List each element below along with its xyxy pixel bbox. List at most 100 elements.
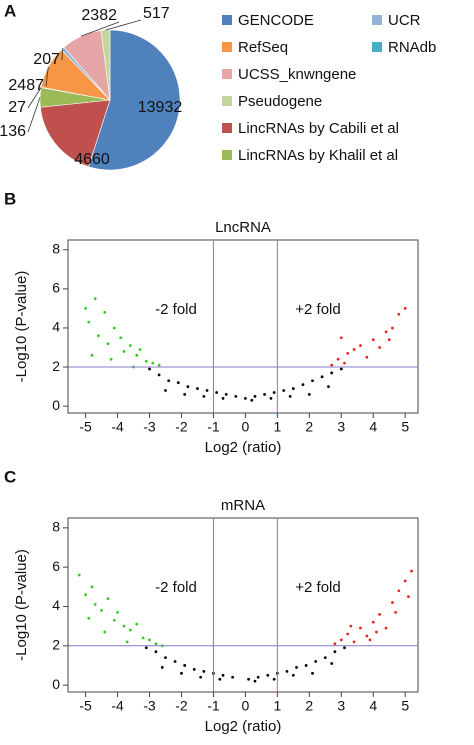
data-point: [176, 381, 180, 385]
x-tick-label: 5: [401, 419, 409, 435]
y-tick-label: 8: [52, 519, 60, 535]
data-point: [403, 579, 407, 583]
data-point: [307, 393, 311, 396]
data-point: [304, 664, 308, 667]
data-point: [349, 624, 353, 628]
x-tick-label: 4: [369, 419, 377, 435]
data-point: [391, 601, 394, 604]
x-tick-label: 3: [337, 419, 345, 435]
data-point: [87, 616, 91, 620]
annotation: -2 fold: [155, 301, 197, 318]
y-tick-label: 4: [52, 319, 60, 335]
data-point: [311, 671, 314, 675]
data-point: [77, 573, 81, 577]
data-point: [122, 624, 126, 628]
pie-slice: [40, 99, 111, 168]
y-tick-label: 2: [52, 358, 60, 374]
x-tick-label: -4: [111, 419, 124, 435]
x-tick-label: 5: [401, 698, 409, 714]
data-point: [301, 383, 305, 387]
data-point: [202, 669, 206, 673]
legend-swatch: [372, 42, 382, 52]
legend-swatch: [222, 96, 232, 106]
data-point: [333, 650, 337, 654]
data-point: [365, 355, 369, 359]
x-tick-label: 1: [273, 419, 281, 435]
data-point: [196, 387, 199, 390]
data-point: [368, 638, 372, 642]
data-point: [144, 646, 148, 650]
legend-label: Pseudogene: [238, 93, 322, 110]
data-point: [407, 595, 410, 599]
chart-title: LncRNA: [215, 219, 271, 236]
x-tick-label: -5: [79, 698, 92, 714]
x-tick-label: 4: [369, 698, 377, 714]
data-point: [112, 326, 116, 330]
y-tick-label: 4: [52, 597, 60, 613]
data-point: [221, 396, 225, 400]
data-label: 27: [8, 99, 26, 116]
data-point: [84, 593, 87, 597]
data-point: [199, 675, 203, 679]
data-point: [218, 677, 222, 681]
data-point: [215, 391, 219, 394]
y-tick-label: 0: [52, 397, 60, 413]
data-point: [180, 671, 183, 675]
y-axis-label: -Log10 (P-value): [13, 549, 30, 661]
x-axis-label: Log2 (ratio): [205, 439, 282, 456]
data-point: [330, 371, 334, 375]
data-point: [128, 344, 132, 347]
data-point: [285, 669, 289, 673]
data-point: [314, 660, 318, 663]
leader-line: [61, 48, 63, 61]
leader-line: [27, 97, 41, 133]
x-tick-label: -4: [111, 698, 124, 714]
data-point: [186, 385, 190, 389]
data-point: [231, 675, 235, 679]
data-point: [154, 642, 158, 646]
x-tick-label: 2: [305, 419, 313, 435]
data-point: [234, 394, 238, 398]
data-point: [148, 638, 151, 642]
y-axis-label: -Log10 (P-value): [13, 271, 30, 383]
leader-line: [81, 21, 120, 37]
data-point: [311, 379, 314, 383]
y-tick-label: 0: [52, 676, 60, 692]
data-point: [263, 393, 266, 396]
data-label: 207: [33, 51, 60, 68]
data-point: [288, 394, 292, 398]
data-point: [116, 610, 119, 614]
legend-label: UCR: [388, 12, 421, 29]
data-point: [221, 673, 225, 677]
data-point: [333, 642, 337, 646]
data-point: [359, 626, 362, 630]
x-tick-label: -3: [143, 698, 156, 714]
y-tick-label: 8: [52, 240, 60, 256]
data-point: [106, 342, 110, 346]
data-point: [272, 391, 276, 394]
x-tick-label: -1: [207, 698, 220, 714]
y-tick-label: 6: [52, 280, 60, 296]
data-point: [343, 361, 346, 365]
plot-frame: [67, 239, 419, 414]
data-point: [192, 667, 196, 671]
data-point: [394, 610, 398, 614]
data-point: [141, 636, 145, 640]
x-tick-label: -3: [143, 419, 156, 435]
leader-line: [45, 66, 49, 87]
data-point: [378, 346, 382, 349]
data-point: [183, 393, 187, 396]
data-point: [84, 307, 87, 310]
panel-label: C: [4, 467, 16, 486]
data-point: [90, 585, 94, 589]
data-point: [125, 640, 129, 644]
legend-label: RNAdb: [388, 39, 436, 56]
legend-label: GENCODE: [238, 12, 314, 29]
data-point: [256, 675, 260, 679]
data-point: [387, 338, 391, 342]
data-point: [336, 357, 340, 361]
data-point: [103, 630, 107, 634]
legend-label: UCSS_knwngene: [238, 66, 356, 83]
data-point: [100, 609, 103, 612]
